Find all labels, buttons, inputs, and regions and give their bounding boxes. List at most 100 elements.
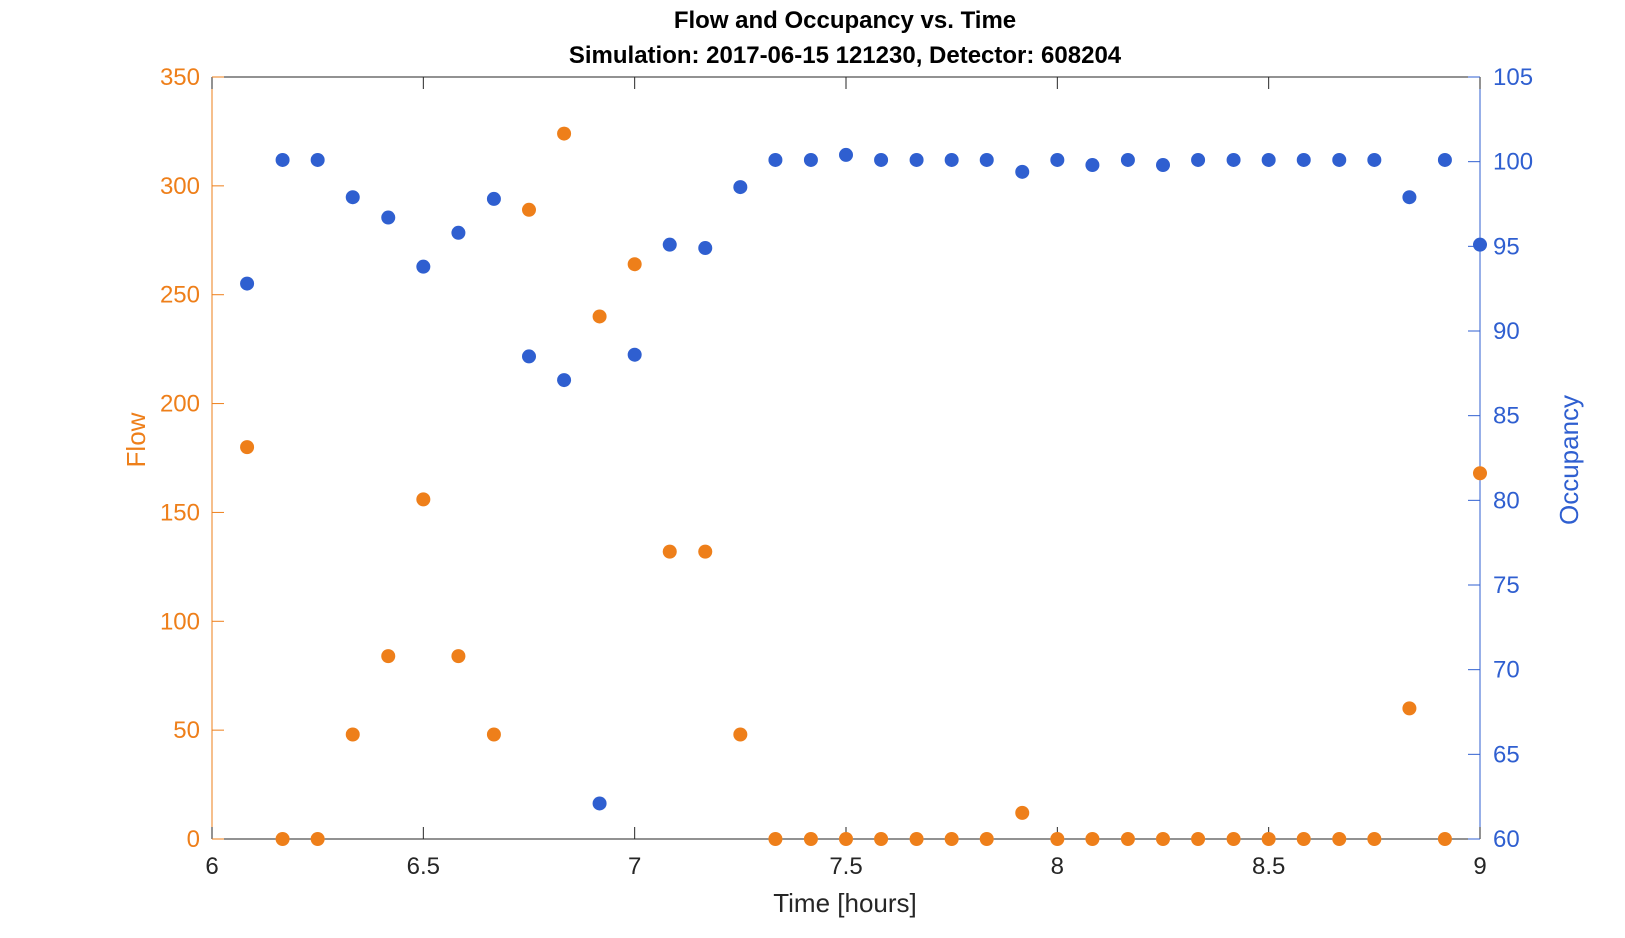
flow-point [768,832,783,846]
occupancy-point [1261,152,1276,167]
occupancy-point [345,190,360,205]
left-y-tick-label: 300 [160,173,200,200]
flow-point [381,649,396,664]
occupancy-point [486,191,501,206]
x-tick-label: 7.5 [829,853,862,880]
occupancy-point [874,152,889,167]
flow-series [240,126,1487,846]
left-y-tick-label: 250 [160,282,200,309]
occupancy-point [522,349,536,364]
left-y-tick-label: 350 [160,64,200,91]
occupancy-point [627,347,642,362]
occupancy-series [240,147,1487,811]
left-y-tick-label: 150 [160,499,200,526]
x-tick-label: 9 [1473,853,1486,880]
right-y-axis-label: Occupancy [1554,395,1584,525]
flow-point [1402,701,1417,716]
occupancy-point [1156,158,1170,173]
occupancy-point [698,241,713,256]
right-y-tick-label: 105 [1493,64,1533,91]
flow-point [1332,832,1347,846]
left-y-axis-label: Flow [121,412,151,467]
occupancy-point [1367,152,1382,167]
occupancy-point [240,276,255,291]
flow-point [627,257,642,272]
right-y-tick-label: 95 [1493,233,1520,260]
occupancy-point [944,152,959,167]
flow-point [1437,832,1452,846]
right-y-tick-label: 60 [1493,826,1520,853]
flow-point [345,727,360,742]
flow-point [874,832,889,846]
flow-point [1226,832,1241,846]
right-y-tick-label: 100 [1493,149,1533,176]
occupancy-point [310,152,325,167]
right-y-tick-label: 65 [1493,741,1520,768]
occupancy-point [1191,152,1206,167]
flow-point [592,309,607,324]
occupancy-point [768,152,783,167]
occupancy-point [381,210,396,225]
flow-point [1473,466,1487,481]
occupancy-point [557,373,572,388]
x-tick-label: 6.5 [407,853,440,880]
flow-point [522,202,536,217]
right-y-tick-label: 90 [1493,318,1520,345]
right-y-tick-label: 75 [1493,572,1520,599]
flow-point [698,544,713,559]
x-tick-label: 8.5 [1252,853,1285,880]
occupancy-point [416,259,431,274]
chart-title: Flow and Occupancy vs. Time [674,7,1016,34]
left-y-axis: 0 50 100 150 200 250 300 350 [160,64,224,853]
occupancy-point [592,796,607,811]
flow-point [1191,832,1206,846]
flow-point [1085,832,1100,846]
occupancy-point [1050,152,1065,167]
flow-point [486,727,501,742]
flow-point [240,440,255,455]
occupancy-point [1402,190,1417,205]
occupancy-point [909,152,924,167]
flow-point [803,832,818,846]
flow-point [1015,805,1030,820]
flow-point [557,126,572,141]
occupancy-point [1437,152,1452,167]
chart-subtitle: Simulation: 2017-06-15 121230, Detector:… [569,42,1122,69]
occupancy-point [1226,152,1241,167]
left-y-tick-label: 200 [160,391,200,418]
flow-point [909,832,924,846]
flow-point [733,727,748,742]
occupancy-point [662,237,677,252]
flow-point [839,832,853,846]
flow-point [1296,832,1311,846]
flow-point [1050,832,1065,846]
flow-point [275,832,290,846]
flow-point [1156,832,1170,846]
flow-point [662,544,677,559]
flow-point [1367,832,1382,846]
occupancy-point [275,152,290,167]
right-y-tick-label: 80 [1493,487,1520,514]
flow-point [1261,832,1276,846]
left-y-tick-label: 50 [173,717,200,744]
x-axis-label: Time [hours] [773,888,917,918]
occupancy-point [1015,164,1030,179]
occupancy-point [1473,237,1487,252]
occupancy-point [839,147,853,162]
occupancy-point [979,152,994,167]
x-tick-label: 8 [1051,853,1064,880]
right-y-tick-label: 85 [1493,403,1520,430]
right-y-tick-label: 70 [1493,657,1520,684]
left-y-tick-label: 100 [160,608,200,635]
flow-point [979,832,994,846]
occupancy-point [1085,158,1100,173]
flow-point [451,649,466,664]
right-y-axis: 60 65 70 75 80 85 90 95 100 105 [1468,64,1533,853]
x-axis: 6 6.5 7 7.5 8 8.5 9 [205,77,1487,880]
flow-point [1120,832,1135,846]
flow-point [416,492,431,507]
flow-point [944,832,959,846]
occupancy-point [1120,152,1135,167]
occupancy-point [1332,152,1347,167]
